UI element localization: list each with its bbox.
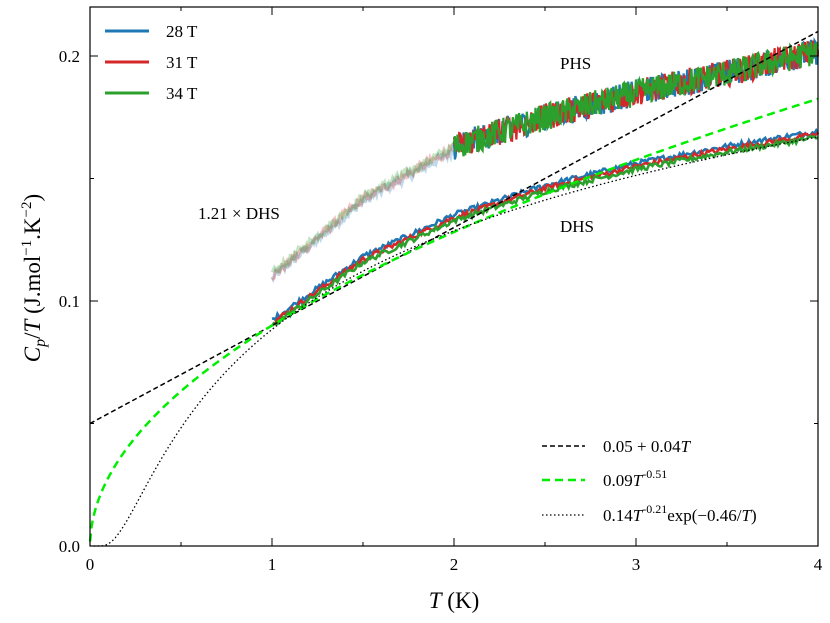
fit-power bbox=[88, 97, 819, 542]
phs-series-34t bbox=[452, 41, 820, 157]
axis-ticks: 0 1 2 3 4 0.0 0.1 0.2 bbox=[59, 7, 823, 574]
legend-label-31t: 31 T bbox=[166, 53, 198, 72]
legend-label-28t: 28 T bbox=[166, 22, 198, 41]
legend-label-34t: 34 T bbox=[166, 84, 198, 103]
scaled-dhs-34t bbox=[270, 141, 456, 274]
scaled-dhs-28t bbox=[270, 147, 456, 284]
x-tick-label: 3 bbox=[632, 555, 641, 574]
fit-linear bbox=[89, 30, 819, 425]
fit-legend: 0.05 + 0.04T 0.09T-0.51 0.14T-0.21exp(−0… bbox=[542, 437, 757, 525]
series-legend: 28 T 31 T 34 T bbox=[105, 22, 198, 103]
fit-legend-label-exp: 0.14T-0.21exp(−0.46/T) bbox=[603, 502, 757, 525]
data-curves bbox=[88, 30, 820, 547]
y-axis-title: Cp/T (J.mol−1.K−2) bbox=[19, 194, 49, 362]
annotation-scaled-dhs: 1.21 × DHS bbox=[198, 204, 280, 223]
fit-legend-label-power: 0.09T-0.51 bbox=[603, 467, 667, 490]
x-axis-title: T (K) bbox=[429, 588, 479, 613]
x-tick-label: 0 bbox=[86, 555, 95, 574]
fit-legend-label-linear: 0.05 + 0.04T bbox=[603, 437, 692, 456]
dhs-series-34t bbox=[270, 135, 819, 327]
x-tick-label: 1 bbox=[268, 555, 277, 574]
y-tick-label: 0.2 bbox=[59, 47, 80, 66]
y-tick-label: 0.0 bbox=[59, 537, 80, 556]
dhs-series-31t bbox=[271, 131, 819, 327]
x-tick-label: 4 bbox=[814, 555, 823, 574]
fit-exp bbox=[93, 136, 819, 547]
phs-series-31t bbox=[452, 40, 820, 154]
x-tick-label: 2 bbox=[450, 555, 459, 574]
y-tick-label: 0.1 bbox=[59, 292, 80, 311]
dhs-series-28t bbox=[271, 127, 820, 323]
annotation-dhs: DHS bbox=[560, 217, 594, 236]
annotation-phs: PHS bbox=[560, 54, 591, 73]
scaled-dhs-31t bbox=[271, 141, 456, 282]
